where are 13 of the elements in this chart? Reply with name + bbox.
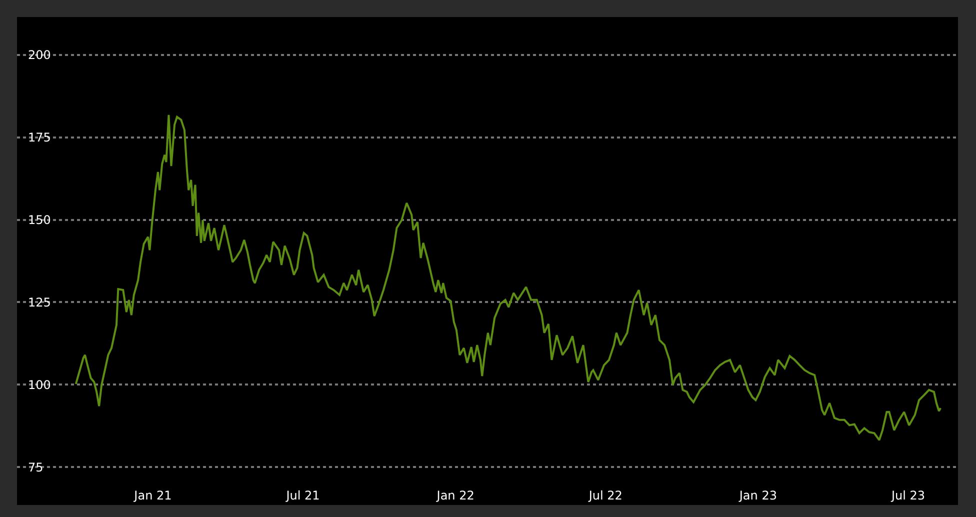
x-tick-label: Jan 22 — [436, 488, 474, 503]
y-tick-label: 175 — [28, 130, 51, 145]
x-tick-label: Jan 21 — [133, 488, 172, 503]
y-tick-label: 75 — [28, 460, 44, 474]
y-tick-label: 200 — [28, 48, 51, 62]
y-tick-label: 150 — [28, 212, 51, 227]
x-tick-label: Jan 23 — [738, 488, 777, 503]
line-series — [74, 114, 942, 442]
y-tick-label: 100 — [28, 378, 51, 392]
y-tick-label: 125 — [28, 295, 51, 310]
x-tick-label: Jul 22 — [588, 488, 622, 503]
x-tick-label: Jul 23 — [890, 488, 926, 503]
x-tick-label: Jul 21 — [285, 488, 320, 503]
